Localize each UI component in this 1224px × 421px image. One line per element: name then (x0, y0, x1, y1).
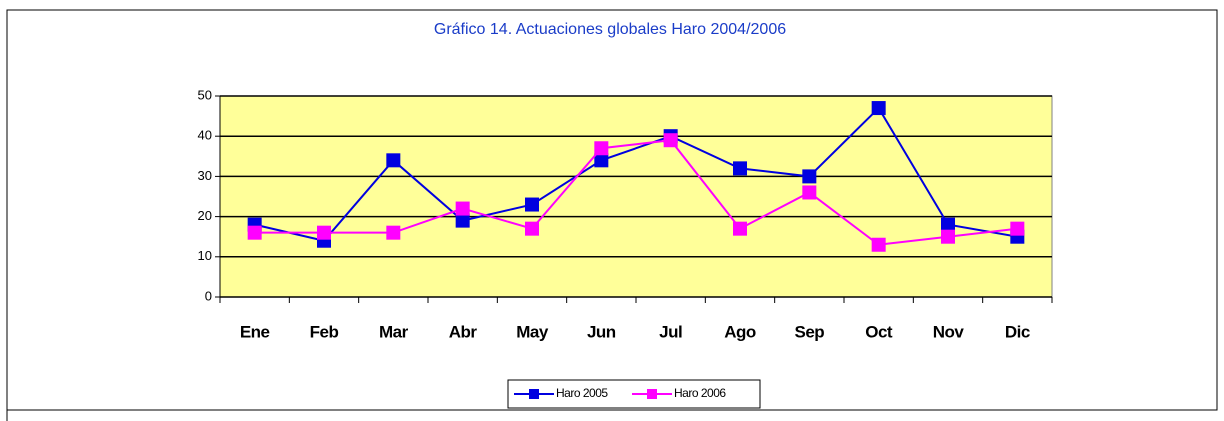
marker (871, 101, 886, 116)
marker (1010, 221, 1025, 236)
x-tick-label: Abr (449, 322, 478, 341)
marker (247, 225, 262, 240)
marker (941, 229, 955, 244)
legend-label: Haro 2005 (556, 386, 608, 400)
line (254, 106, 1018, 242)
x-tick-label: Feb (310, 322, 339, 341)
marker (317, 225, 331, 240)
marker (802, 169, 817, 184)
marker (594, 153, 609, 168)
marker (871, 237, 886, 252)
y-tick-label: 50 (198, 87, 212, 102)
x-tick-label: Jun (587, 322, 616, 341)
plot-area (219, 95, 1053, 298)
marker (386, 225, 401, 240)
marker (663, 133, 678, 148)
x-tick-label: Mar (379, 322, 409, 341)
x-tick-label: May (516, 322, 549, 341)
x-tick-label: Dic (1005, 322, 1030, 341)
marker (733, 221, 747, 236)
legend-marker (529, 389, 539, 399)
y-tick-label: 0 (205, 288, 212, 303)
x-tick-label: Sep (794, 322, 824, 341)
marker (941, 217, 955, 232)
y-tick-label: 10 (198, 248, 212, 263)
marker (455, 201, 470, 216)
y-tick-label: 20 (198, 208, 212, 223)
x-tick-label: Ene (240, 322, 270, 341)
x-tick-label: Ago (724, 322, 756, 341)
marker (802, 185, 817, 200)
legend-marker (647, 389, 657, 399)
y-tick-label: 30 (198, 168, 212, 183)
marker (733, 161, 747, 176)
line (254, 139, 1018, 246)
marker (455, 213, 470, 228)
x-tick-label: Jul (659, 322, 682, 341)
marker (594, 141, 609, 156)
chart-title: Gráfico 14. Actuaciones globales Haro 20… (434, 21, 786, 38)
marker (525, 197, 539, 212)
x-tick-label: Oct (865, 322, 893, 341)
y-tick-label: 40 (198, 128, 212, 143)
x-tick-label: Nov (933, 322, 965, 341)
marker (386, 153, 401, 168)
marker (525, 221, 539, 236)
legend-label: Haro 2006 (674, 386, 726, 400)
